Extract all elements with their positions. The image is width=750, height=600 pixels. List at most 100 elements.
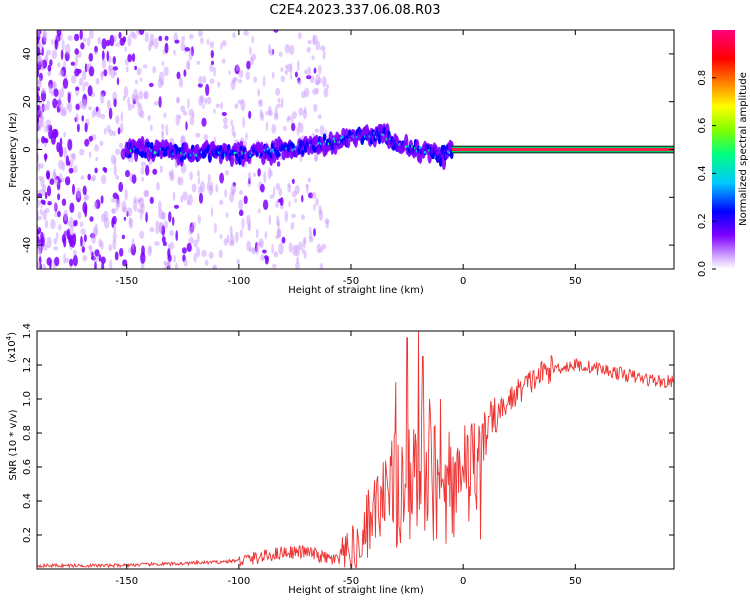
noise-speckle [158, 96, 162, 108]
noise-speckle [294, 198, 298, 203]
ridge-blob [179, 155, 184, 163]
noise-speckle [108, 64, 112, 76]
noise-speckle [306, 75, 312, 80]
noise-speckle [298, 107, 304, 116]
noise-speckle [75, 86, 80, 91]
noise-speckle [264, 231, 268, 239]
noise-speckle [212, 265, 216, 269]
noise-speckle [174, 39, 180, 44]
noise-speckle [186, 242, 192, 252]
noise-speckle [234, 231, 239, 243]
ridge-blob [175, 145, 179, 154]
noise-speckle [82, 84, 85, 92]
noise-speckle [271, 124, 277, 134]
noise-speckle [198, 192, 204, 204]
noise-speckle [230, 79, 236, 91]
noise-speckle [61, 198, 67, 206]
snr-scale-label: (x104) [5, 332, 18, 363]
noise-speckle [275, 183, 280, 191]
noise-speckle [37, 55, 43, 66]
noise-speckle [37, 260, 41, 269]
noise-speckle [88, 135, 93, 142]
noise-speckle [164, 35, 169, 41]
noise-speckle [182, 110, 188, 116]
ridge-blob [311, 144, 316, 151]
noise-speckle [136, 208, 143, 213]
noise-speckle [178, 76, 184, 88]
x-tick-label: 0 [460, 276, 466, 287]
noise-speckle [325, 220, 329, 229]
noise-speckle [136, 67, 142, 76]
noise-speckle [82, 201, 88, 214]
noise-speckle [311, 191, 317, 199]
noise-speckle [87, 85, 93, 97]
y-tick-label: 40 [22, 48, 33, 61]
noise-speckle [100, 256, 106, 264]
noise-speckle [140, 161, 146, 167]
noise-speckle [94, 51, 98, 56]
noise-speckle [152, 168, 158, 175]
noise-speckle [186, 200, 190, 206]
noise-speckle [189, 33, 194, 40]
noise-speckle [309, 230, 313, 240]
noise-speckle [319, 262, 324, 269]
noise-speckle [133, 196, 137, 204]
noise-speckle [173, 204, 180, 209]
x-tick-label: -100 [228, 276, 251, 287]
ridge-blob [277, 152, 281, 158]
noise-speckle [44, 138, 49, 144]
noise-speckle [322, 76, 327, 88]
noise-speckle [92, 174, 97, 182]
y-tick-label: 0.8 [22, 425, 33, 441]
noise-speckle [196, 232, 200, 243]
noise-speckle [67, 139, 73, 151]
noise-speckle [69, 224, 74, 235]
noise-speckle [193, 239, 198, 248]
noise-speckle [37, 94, 40, 103]
noise-speckle [173, 255, 176, 263]
noise-speckle [123, 216, 127, 221]
noise-speckle [265, 121, 269, 132]
noise-speckle [114, 251, 119, 261]
noise-speckle [74, 48, 79, 55]
noise-speckle [48, 84, 52, 94]
noise-speckle [61, 39, 65, 52]
noise-speckle [53, 88, 59, 97]
noise-speckle [320, 45, 326, 52]
noise-speckle [37, 67, 40, 78]
noise-speckle [173, 49, 176, 56]
noise-speckle [121, 200, 127, 213]
noise-speckle [284, 69, 289, 76]
noise-speckle [164, 220, 168, 229]
noise-speckle [111, 197, 116, 203]
ridge-blob [239, 145, 244, 151]
noise-speckle [72, 254, 78, 267]
noise-speckle [276, 103, 282, 108]
snr-scale-close: ) [7, 332, 18, 336]
noise-speckle [112, 215, 117, 225]
noise-speckle [253, 76, 258, 83]
noise-speckle [200, 94, 205, 104]
noise-speckle [37, 77, 42, 89]
ridge-blob [300, 149, 305, 156]
noise-speckle [246, 60, 251, 70]
noise-speckle [115, 175, 120, 180]
noise-speckle [95, 156, 99, 162]
noise-speckle [161, 123, 165, 130]
noise-speckle [37, 35, 40, 45]
noise-speckle [211, 60, 214, 65]
noise-speckle [82, 185, 87, 196]
noise-speckle [41, 87, 46, 94]
noise-speckle [260, 254, 265, 262]
noise-speckle [147, 246, 152, 257]
noise-speckle [67, 92, 71, 104]
noise-speckle [144, 32, 149, 43]
y-tick-label: -40 [22, 237, 33, 253]
noise-speckle [75, 54, 78, 67]
noise-speckle [197, 30, 203, 37]
noise-speckle [83, 98, 88, 109]
noise-speckle [84, 122, 88, 133]
ridge-blob [143, 151, 148, 159]
noise-speckle [218, 249, 223, 259]
noise-speckle [76, 187, 82, 199]
